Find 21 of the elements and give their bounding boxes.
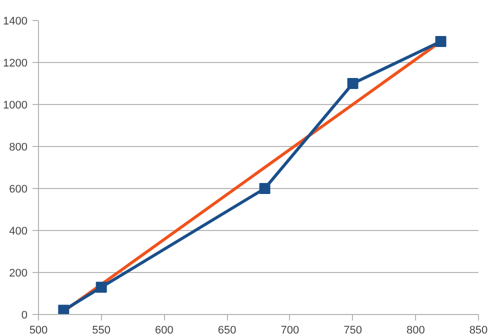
y-tick-label: 800 xyxy=(9,142,28,154)
y-tick-label: 400 xyxy=(9,226,28,238)
x-tick-label: 750 xyxy=(344,324,362,336)
y-tick-label: 1200 xyxy=(3,58,28,70)
x-tick-label: 650 xyxy=(218,324,236,336)
point xyxy=(347,78,358,89)
y-tick-label: 1000 xyxy=(3,100,28,112)
x-tick-label: 700 xyxy=(280,324,300,336)
x-tick-label: 550 xyxy=(92,324,111,336)
point xyxy=(259,183,270,194)
x-tick-label: 600 xyxy=(155,324,174,336)
y-tick-label: 0 xyxy=(21,310,28,322)
point xyxy=(58,304,70,314)
point xyxy=(96,282,107,293)
y-tick-label: 200 xyxy=(9,268,28,280)
x-tick-label: 500 xyxy=(29,324,48,336)
x-tick-label: 800 xyxy=(406,324,425,336)
point xyxy=(435,36,446,47)
y-tick-label: 600 xyxy=(9,184,28,196)
y-tick-label: 1400 xyxy=(3,16,28,28)
x-tick-label: 850 xyxy=(469,324,488,336)
